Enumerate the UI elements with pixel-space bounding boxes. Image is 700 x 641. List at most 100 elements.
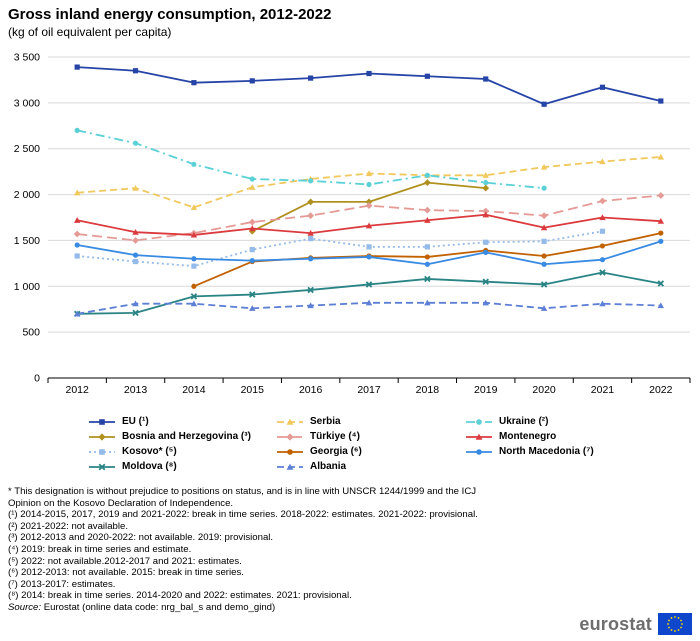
legend-label: Türkiye (⁴): [310, 431, 360, 442]
legend-label: Bosnia and Herzegovina (³): [122, 431, 251, 442]
legend-item: Albania: [276, 461, 346, 472]
data-point: [424, 299, 431, 306]
data-point: [540, 224, 548, 231]
data-point: [541, 101, 547, 107]
data-point: [308, 235, 314, 242]
data-point: [365, 198, 373, 206]
data-point: [658, 238, 664, 244]
legend-marker: [98, 463, 106, 470]
legend-marker: [476, 448, 482, 455]
legend-swatch: [89, 432, 115, 441]
flag-star: [670, 617, 673, 619]
flag-star: [680, 619, 682, 622]
footnote: (⁷) 2013-2017: estimates.: [8, 578, 116, 590]
legend-item: Kosovo* (⁵): [88, 446, 177, 457]
gridlines: [48, 56, 690, 333]
legend-item: Türkiye (⁴): [276, 431, 360, 442]
legend-item: North Macedonia (⁷): [465, 446, 594, 457]
series-line: [77, 230, 603, 268]
data-point: [191, 283, 197, 289]
legend-swatch: [466, 433, 492, 440]
x-tick-label: 2013: [124, 384, 148, 396]
legend-label: Moldova (⁸): [122, 461, 177, 472]
legend-swatch: [89, 448, 115, 455]
data-point: [190, 300, 198, 307]
legend-swatch: [277, 418, 303, 425]
data-point: [132, 184, 139, 191]
data-point: [307, 212, 315, 220]
data-point: [73, 217, 81, 223]
data-point: [308, 256, 314, 262]
x-tick-label: 2017: [357, 384, 381, 396]
source-label: Source:: [8, 601, 42, 613]
data-point: [249, 225, 256, 232]
data-point: [249, 291, 256, 298]
x-tick-label: 2021: [591, 384, 615, 396]
legend-label: Ukraine (²): [499, 416, 549, 427]
x-tick-label: 2014: [182, 384, 206, 396]
data-point: [249, 184, 256, 190]
flag-star: [667, 623, 669, 625]
legend-label: Albania: [310, 461, 347, 472]
legend-label: North Macedonia (⁷): [499, 446, 594, 457]
data-point: [541, 253, 547, 259]
legend-item: Moldova (⁸): [88, 461, 177, 472]
flag-star: [680, 626, 682, 629]
eu-flag-icon: [658, 613, 692, 635]
data-point: [249, 247, 255, 253]
data-point: [132, 228, 139, 235]
legend-marker: [99, 448, 105, 455]
data-point: [599, 214, 606, 221]
data-point: [191, 256, 197, 262]
footnote: (⁵) 2022: not available.2012-2017 and 20…: [8, 555, 242, 567]
data-point: [482, 211, 489, 218]
y-tick-label: 500: [22, 327, 40, 339]
data-point: [657, 280, 665, 287]
data-point: [365, 299, 373, 306]
data-point: [540, 212, 548, 220]
data-point: [424, 275, 431, 283]
y-axis: 0 500 1 000 1 500 2 000 2 500 3 000 3 500: [14, 52, 40, 385]
legend-label: Serbia: [310, 416, 341, 427]
data-point: [366, 244, 372, 250]
data-point: [74, 253, 80, 259]
data-point: [365, 281, 373, 288]
data-point: [482, 207, 490, 215]
legend-swatch: [277, 448, 303, 455]
flag-star: [674, 616, 676, 618]
y-tick-label: 1 000: [14, 281, 40, 293]
data-point: [74, 64, 80, 70]
data-point: [424, 73, 430, 79]
flag-field: [658, 613, 692, 635]
data-point: [657, 192, 665, 199]
legend-marker: [286, 418, 294, 425]
footnote: (²) 2021-2022: not available.: [8, 520, 128, 532]
data-point: [191, 263, 197, 269]
chart-title: Gross inland energy consumption, 2012-20…: [8, 6, 332, 23]
logo-text: eurostat: [579, 613, 652, 634]
legend-swatch: [89, 418, 115, 425]
x-tick-label: 2022: [649, 384, 673, 396]
series-lines: [76, 66, 662, 315]
x-axis: 2012 2013 2014 2015 2016 2017 2018 2019 2020 2021…: [47, 377, 691, 396]
data-point: [132, 140, 139, 146]
x-tick-label: 2012: [66, 384, 90, 396]
data-point: [540, 163, 548, 170]
data-point: [132, 258, 139, 265]
source-text: Eurostat (online data code: nrg_bal_s an…: [41, 601, 276, 613]
legend-swatch: [466, 448, 492, 455]
x-tick-label: 2018: [416, 384, 440, 396]
data-point: [366, 254, 372, 260]
data-point: [483, 239, 489, 245]
data-point: [658, 230, 664, 236]
legend-marker: [475, 433, 483, 440]
data-point: [540, 305, 548, 311]
data-point: [191, 80, 197, 86]
series-line: [77, 271, 661, 315]
data-point: [248, 218, 256, 226]
x-tick-label: 2020: [532, 384, 556, 396]
flag-star: [668, 619, 670, 622]
data-point: [599, 228, 606, 234]
data-point: [540, 281, 548, 288]
data-point: [482, 299, 489, 306]
